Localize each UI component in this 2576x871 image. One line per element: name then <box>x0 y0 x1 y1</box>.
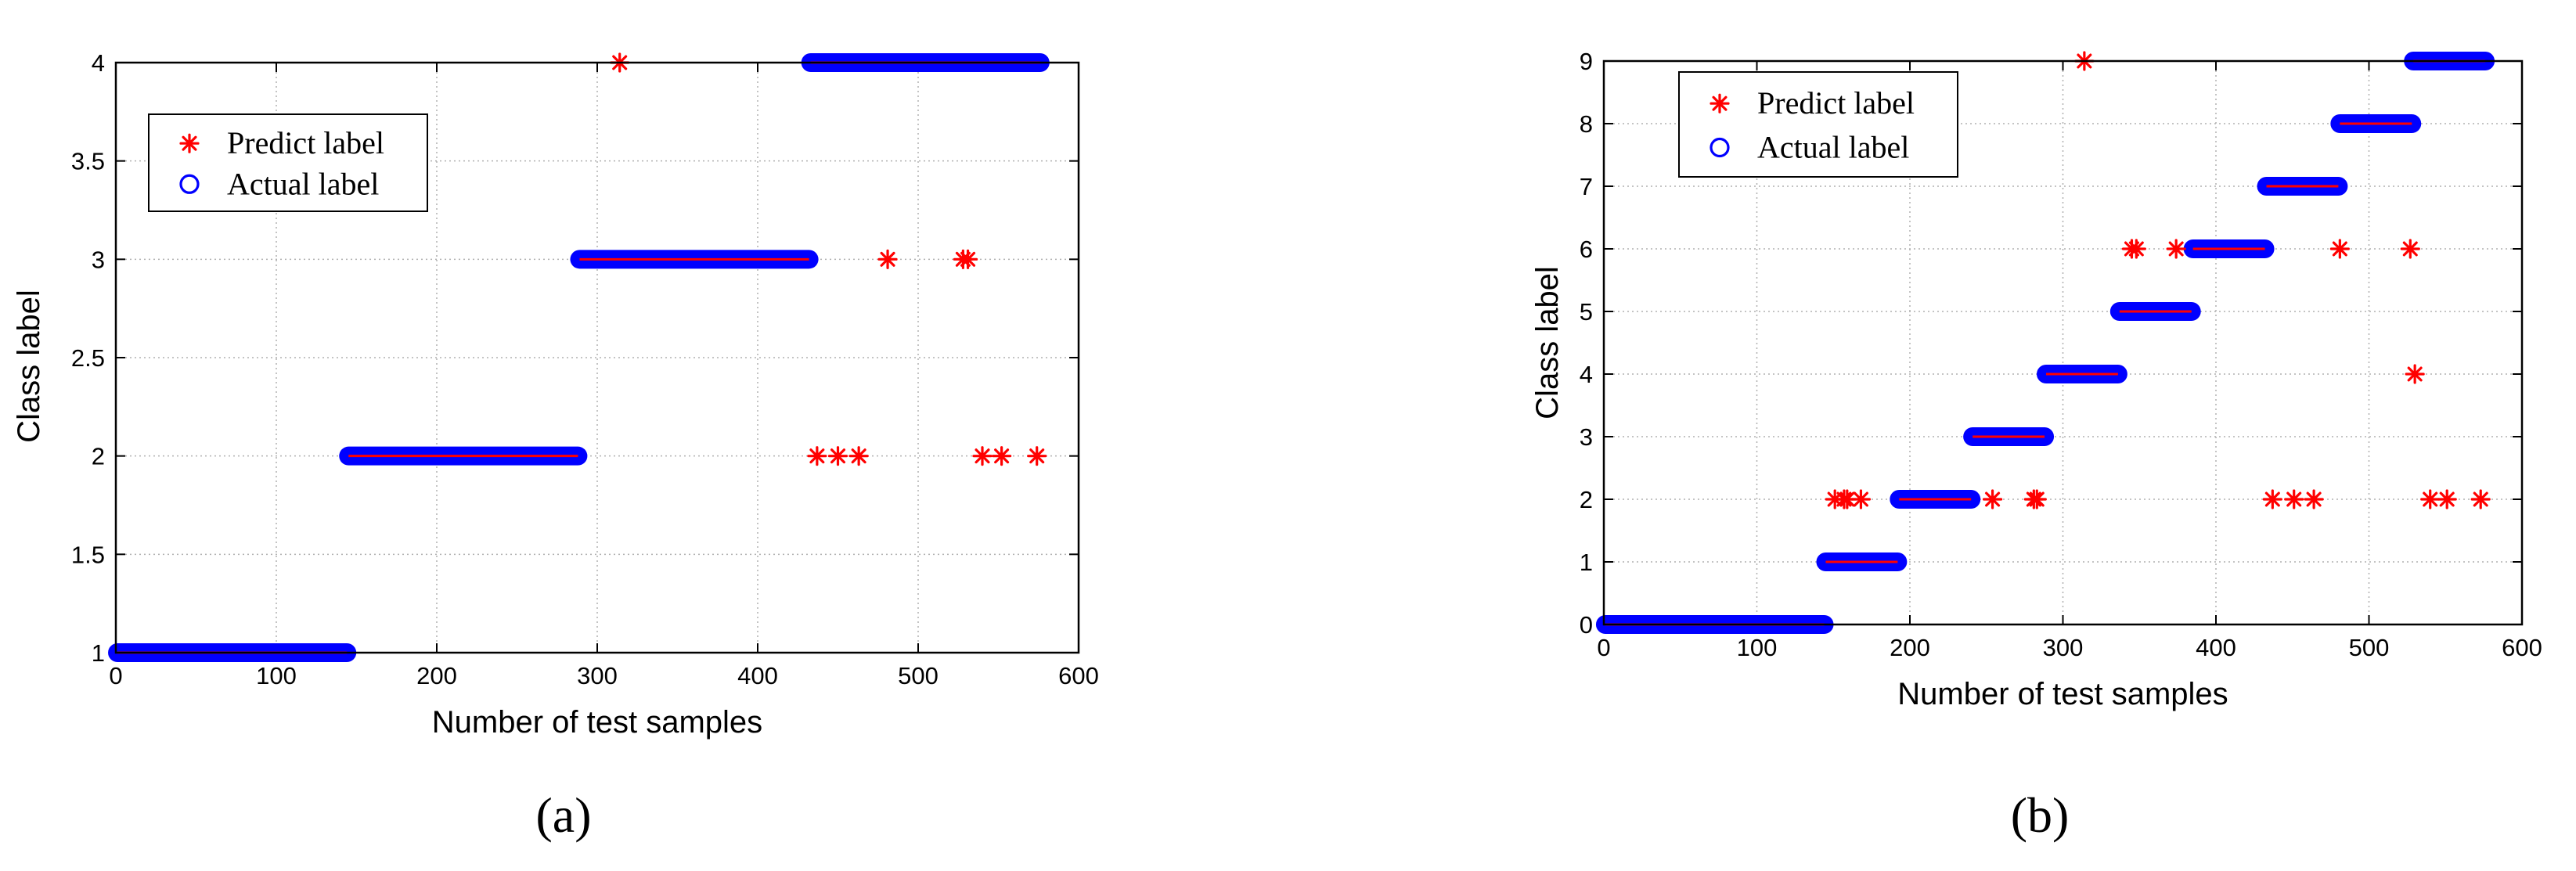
caption-a: (a) <box>535 787 592 843</box>
y-tick-label: 6 <box>1580 236 1593 263</box>
predict-label-point <box>991 446 1012 466</box>
axes-box <box>114 61 1080 654</box>
predict-label-point <box>1982 489 2003 509</box>
x-tick-label: 400 <box>2196 634 2236 661</box>
y-tick-label: 2 <box>1580 486 1593 513</box>
legend: Predict label Actual label <box>1678 71 1958 178</box>
predict-label-point <box>957 249 978 269</box>
predict-label-point <box>972 446 993 466</box>
caption-b: (b) <box>2010 787 2070 843</box>
y-tick-label: 3.5 <box>71 148 105 175</box>
predict-label-point <box>2304 489 2324 509</box>
legend-asterisk-icon <box>1710 93 1730 113</box>
y-tick-label: 4 <box>92 49 105 77</box>
x-tick-label: 600 <box>2502 634 2542 661</box>
y-tick-label: 2 <box>92 443 105 470</box>
x-tick-label: 200 <box>416 662 457 689</box>
predict-label-point <box>2470 489 2491 509</box>
legend-label-predict: Predict label <box>227 125 384 160</box>
predict-label-point <box>2329 239 2350 259</box>
x-tick-label: 300 <box>2043 634 2084 661</box>
y-tick-label: 8 <box>1580 110 1593 138</box>
y-tick-label: 0 <box>1580 611 1593 639</box>
x-tick-label: 0 <box>1597 634 1610 661</box>
y-axis-title: Class label <box>1530 266 1565 419</box>
predict-label-point <box>2405 364 2425 384</box>
predict-label-point <box>1850 489 1872 509</box>
y-tick-label: 1 <box>1580 549 1593 576</box>
legend-label-predict: Predict label <box>1757 85 1915 121</box>
predict-label-point <box>2437 489 2457 509</box>
legend-circle-icon <box>1710 137 1730 158</box>
x-tick-label: 400 <box>737 662 778 689</box>
y-tick-label: 2.5 <box>71 344 105 372</box>
x-tick-label: 0 <box>109 662 122 689</box>
chart-b-svg: 0 100 200 300 400 500 600 0 1 2 3 4 5 6 7 8 9 Number of t… <box>1530 48 2542 711</box>
chart-panel-a: 0 100 200 300 400 500 600 1 1.5 2 2.5 3 3.5 4 Number o… <box>0 0 1143 871</box>
legend-box <box>1678 71 1958 178</box>
predict-label-point <box>2126 239 2146 259</box>
x-tick-label: 300 <box>577 662 618 689</box>
y-tick-label: 7 <box>1580 173 1593 200</box>
legend-circle-icon <box>179 174 200 194</box>
y-axis-title: Class label <box>12 290 46 443</box>
predict-label-point <box>2420 489 2441 509</box>
predict-label-point <box>2166 239 2186 259</box>
y-tick-label: 1.5 <box>71 541 105 568</box>
y-tick-label: 3 <box>92 246 105 273</box>
predict-label-point <box>827 446 848 466</box>
legend-label-actual: Actual label <box>1757 129 1909 164</box>
axes-box <box>1602 59 2524 626</box>
y-tick-label: 3 <box>1580 423 1593 451</box>
x-tick-label: 500 <box>2349 634 2390 661</box>
predict-label-point <box>1027 446 1047 466</box>
y-tick-label: 1 <box>92 639 105 667</box>
legend-asterisk-icon <box>179 133 200 153</box>
y-tick-label: 4 <box>1580 361 1593 388</box>
predict-label-point <box>807 446 827 466</box>
y-tick-label: 9 <box>1580 48 1593 75</box>
x-axis-title: Number of test samples <box>432 705 762 740</box>
legend-box <box>148 113 428 212</box>
chart-panel-b: 0 100 200 300 400 500 600 0 1 2 3 4 5 6 7 8 9 Number of t… <box>1511 0 2576 871</box>
x-tick-label: 600 <box>1058 662 1099 689</box>
x-tick-label: 500 <box>898 662 939 689</box>
x-tick-label: 100 <box>256 662 297 689</box>
predict-label-point <box>2027 489 2047 509</box>
predict-label-point <box>2400 239 2420 259</box>
y-tick-label: 5 <box>1580 298 1593 326</box>
predict-label-point <box>877 249 898 269</box>
x-tick-label: 100 <box>1737 634 1778 661</box>
predict-label-point <box>2284 489 2304 509</box>
predict-label-point <box>848 446 869 466</box>
x-tick-label: 200 <box>1890 634 1930 661</box>
x-axis-title: Number of test samples <box>1897 677 2228 711</box>
chart-a-svg: 0 100 200 300 400 500 600 1 1.5 2 2.5 3 3.5 4 Number o… <box>12 49 1099 740</box>
legend: Predict label Actual label <box>148 113 428 212</box>
predict-label-point <box>2262 489 2282 509</box>
legend-label-actual: Actual label <box>227 166 379 201</box>
